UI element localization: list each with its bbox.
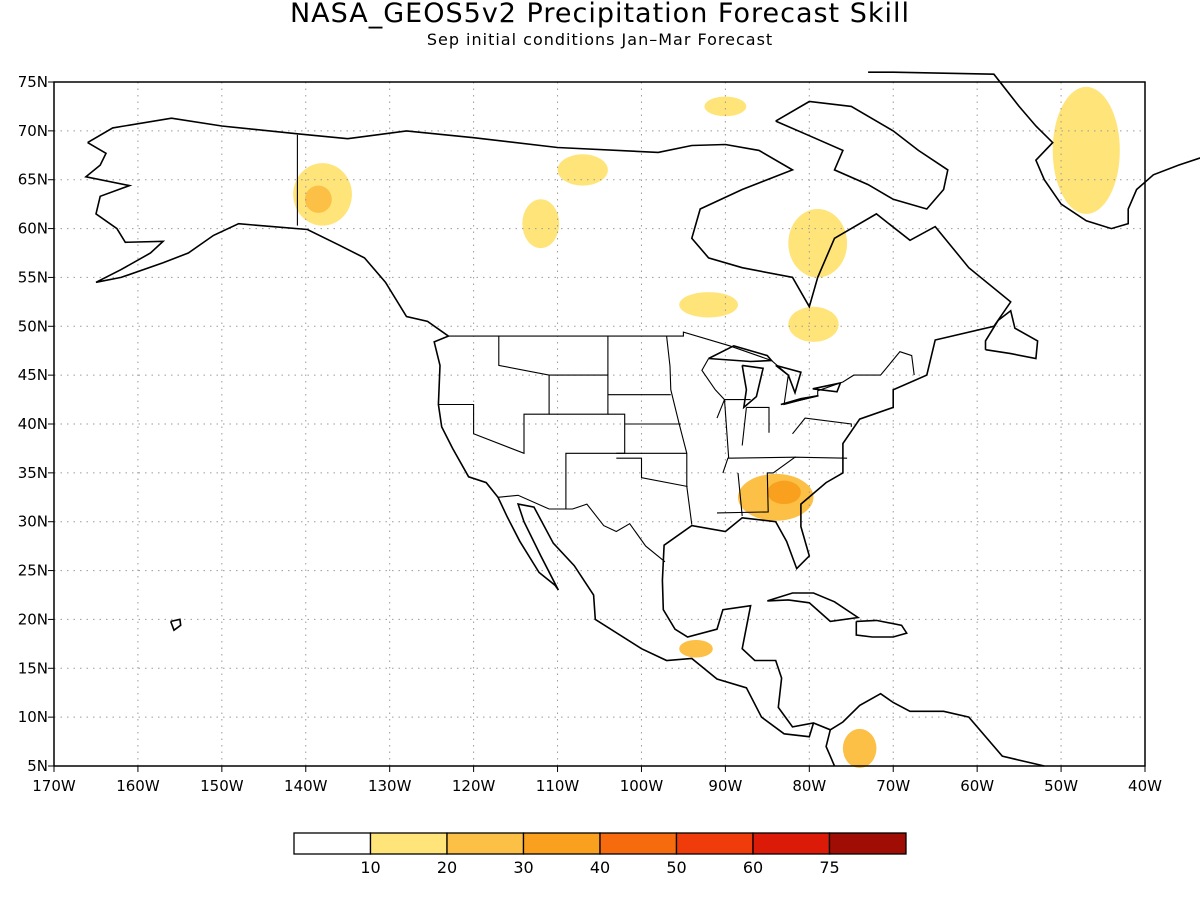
- colorbar-label: 20: [437, 858, 457, 877]
- skill-region-baffin-west: [557, 154, 608, 186]
- lat-tick-label: 45N: [18, 366, 48, 384]
- coastline-segment: [767, 592, 861, 623]
- lat-tick-label: 75N: [18, 73, 48, 91]
- colorbar-swatch: [446, 832, 525, 855]
- lat-tick-label: 10N: [18, 708, 48, 726]
- skill-region-canada-central: [522, 199, 560, 249]
- lon-tick-label: 170W: [32, 777, 76, 795]
- lat-tick-label: 70N: [18, 122, 48, 140]
- gridlines: [54, 82, 1145, 766]
- lat-tick-label: 50N: [18, 317, 48, 335]
- coastline-segment: [775, 364, 802, 396]
- skill-region-southeast-us-core: [767, 480, 801, 505]
- border-segment: [616, 457, 688, 488]
- coastlines: [84, 71, 1200, 767]
- coastline-segment: [708, 344, 774, 363]
- colorbar-label: 75: [819, 858, 839, 877]
- coastline-segment: [741, 364, 765, 410]
- border-segment: [565, 413, 626, 509]
- colorbar-swatch: [369, 832, 448, 855]
- lat-tick-label: 40N: [18, 415, 48, 433]
- skill-region-greenland-east: [1052, 86, 1120, 214]
- coastline-segment: [984, 309, 1039, 360]
- border-segment: [716, 456, 848, 514]
- border-segment: [741, 407, 747, 446]
- coastline-segment: [855, 619, 908, 638]
- border-segment: [746, 406, 770, 433]
- skill-region-ellesmere: [704, 96, 747, 117]
- coastline-segment: [868, 71, 1200, 230]
- skill-region-ontario: [679, 292, 738, 318]
- lat-tick-label: 5N: [27, 757, 48, 775]
- border-segment: [438, 336, 550, 455]
- lon-tick-label: 160W: [116, 777, 160, 795]
- lat-tick-label: 15N: [18, 659, 48, 677]
- skill-region-quebec-south: [788, 306, 839, 342]
- colorbar: 10 20 30 40 50 60 75: [293, 832, 907, 877]
- border-segment: [666, 336, 693, 525]
- lon-tick-label: 150W: [200, 777, 244, 795]
- skill-region-colombia: [842, 728, 877, 768]
- colorbar-label: 40: [590, 858, 610, 877]
- skill-shading: [293, 86, 1120, 768]
- lon-tick-label: 80W: [792, 777, 826, 795]
- border-segment: [737, 472, 743, 516]
- colorbar-swatch: [293, 832, 372, 855]
- skill-region-quebec: [788, 209, 848, 278]
- lat-tick-label: 30N: [18, 513, 48, 531]
- latitude-labels: 75N 70N 65N 60N 55N 50N 45N 40N 35N 30N 25N 20N 15N 1…: [18, 73, 54, 775]
- map-subtitle: Sep initial conditions Jan–Mar Forecast: [426, 30, 774, 49]
- coastline-segment: [84, 141, 815, 738]
- lat-tick-label: 65N: [18, 171, 48, 189]
- lon-tick-label: 140W: [284, 777, 328, 795]
- lon-tick-label: 120W: [452, 777, 496, 795]
- lon-tick-label: 70W: [876, 777, 910, 795]
- lat-tick-label: 60N: [18, 220, 48, 238]
- coastline-segment: [825, 729, 836, 767]
- border-segment: [497, 494, 666, 563]
- colorbar-swatch: [599, 832, 678, 855]
- lon-tick-label: 110W: [536, 777, 580, 795]
- lon-tick-label: 50W: [1044, 777, 1078, 795]
- lat-tick-label: 20N: [18, 610, 48, 628]
- colorbar-label: 50: [666, 858, 686, 877]
- longitude-labels: 170W 160W 150W 140W 130W 120W 110W 100W 90W 80W 70…: [32, 766, 1162, 795]
- lon-tick-label: 130W: [368, 777, 412, 795]
- border-segment: [792, 417, 852, 435]
- map-title: NASA_GEOS5v2 Precipitation Forecast Skil…: [289, 0, 911, 29]
- lon-tick-label: 60W: [960, 777, 994, 795]
- border-segment: [448, 331, 915, 406]
- colorbar-swatch: [675, 832, 754, 855]
- skill-region-mexico-south: [679, 639, 713, 658]
- coastline-segment: [775, 100, 949, 210]
- lat-tick-label: 55N: [18, 268, 48, 286]
- coastline-segment: [812, 381, 842, 393]
- colorbar-label: 10: [360, 858, 380, 877]
- lat-tick-label: 35N: [18, 464, 48, 482]
- colorbar-swatch: [752, 832, 831, 855]
- lon-tick-label: 90W: [708, 777, 742, 795]
- colorbar-swatch: [828, 832, 907, 855]
- lon-tick-label: 100W: [620, 777, 664, 795]
- lon-tick-label: 40W: [1128, 777, 1162, 795]
- coastline-segment: [169, 618, 182, 632]
- skill-region-alaska-yukon-core: [304, 185, 332, 213]
- lat-tick-label: 25N: [18, 562, 48, 580]
- coastline-segment: [87, 117, 1045, 767]
- colorbar-label: 30: [513, 858, 533, 877]
- colorbar-label: 60: [743, 858, 763, 877]
- border-segment: [722, 456, 796, 474]
- colorbar-swatch: [522, 832, 601, 855]
- border-segment: [701, 358, 730, 459]
